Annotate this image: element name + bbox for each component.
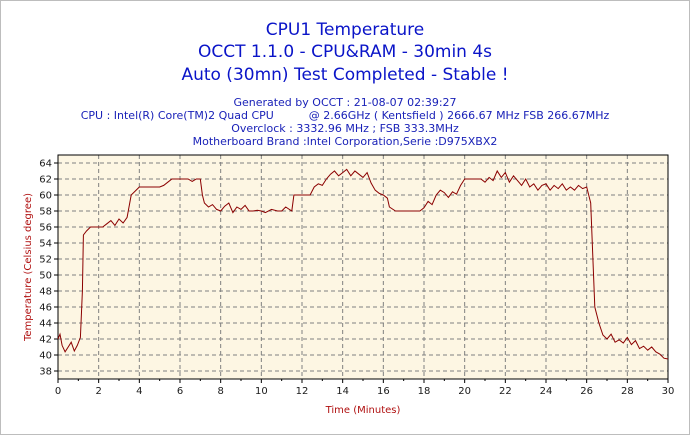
x-tick-label: 16 <box>377 386 390 397</box>
plot-border <box>57 154 669 380</box>
y-tick-label: 58 <box>39 207 52 218</box>
y-tick-label: 46 <box>39 303 52 314</box>
x-tick-label: 8 <box>217 386 223 397</box>
x-tick-label: 0 <box>55 386 61 397</box>
y-tick-label: 60 <box>39 191 52 202</box>
cpu-info: CPU : Intel(R) Core(TM)2 Quad CPU @ 2.66… <box>80 109 610 122</box>
x-tick-label: 18 <box>418 386 431 397</box>
x-tick-label: 30 <box>662 386 675 397</box>
temperature-series-line <box>57 168 669 360</box>
x-tick-label: 12 <box>296 386 309 397</box>
y-tick-label: 44 <box>39 319 52 330</box>
x-tick-label: 22 <box>499 386 512 397</box>
y-tick-label: 56 <box>39 223 52 234</box>
x-tick-label: 20 <box>458 386 471 397</box>
x-tick-label: 10 <box>255 386 268 397</box>
x-tick-label: 28 <box>621 386 634 397</box>
y-tick-label: 52 <box>39 255 52 266</box>
y-tick-label: 50 <box>39 271 52 282</box>
y-tick-label: 64 <box>39 159 52 170</box>
generated-info: Generated by OCCT : 21-08-07 02:39:27 <box>233 96 457 109</box>
x-tick-label: 14 <box>336 386 349 397</box>
x-tick-label: 4 <box>136 386 142 397</box>
y-axis-label: Temperature (Celsius degree) <box>23 193 34 342</box>
motherboard-info: Motherboard Brand :Intel Corporation,Ser… <box>192 135 498 148</box>
plot-area: 0 2 4 6 8 10 12 14 16 18 20 22 24 26 28 303840424446485… <box>23 154 675 416</box>
x-tick-label: 26 <box>580 386 593 397</box>
plot-background <box>58 155 668 379</box>
y-tick-label: 42 <box>39 335 52 346</box>
y-tick-label: 40 <box>39 351 52 362</box>
y-tick-label: 48 <box>39 287 52 298</box>
test-status: Auto (30mn) Test Completed - Stable ! <box>181 65 509 85</box>
chart-subtitle: OCCT 1.1.0 - CPU&RAM - 30min 4s <box>197 42 493 62</box>
x-tick-label: 6 <box>177 386 183 397</box>
x-tick-label: 2 <box>95 386 101 397</box>
y-tick-label: 62 <box>39 175 52 186</box>
y-tick-label: 54 <box>39 239 52 250</box>
overclock-info: Overclock : 3332.96 MHz ; FSB 333.3MHz <box>231 122 459 135</box>
y-tick-label: 38 <box>39 367 52 378</box>
x-tick-label: 24 <box>540 386 553 397</box>
x-axis-label: Time (Minutes) <box>325 405 401 416</box>
chart-title: CPU1 Temperature <box>265 20 425 40</box>
